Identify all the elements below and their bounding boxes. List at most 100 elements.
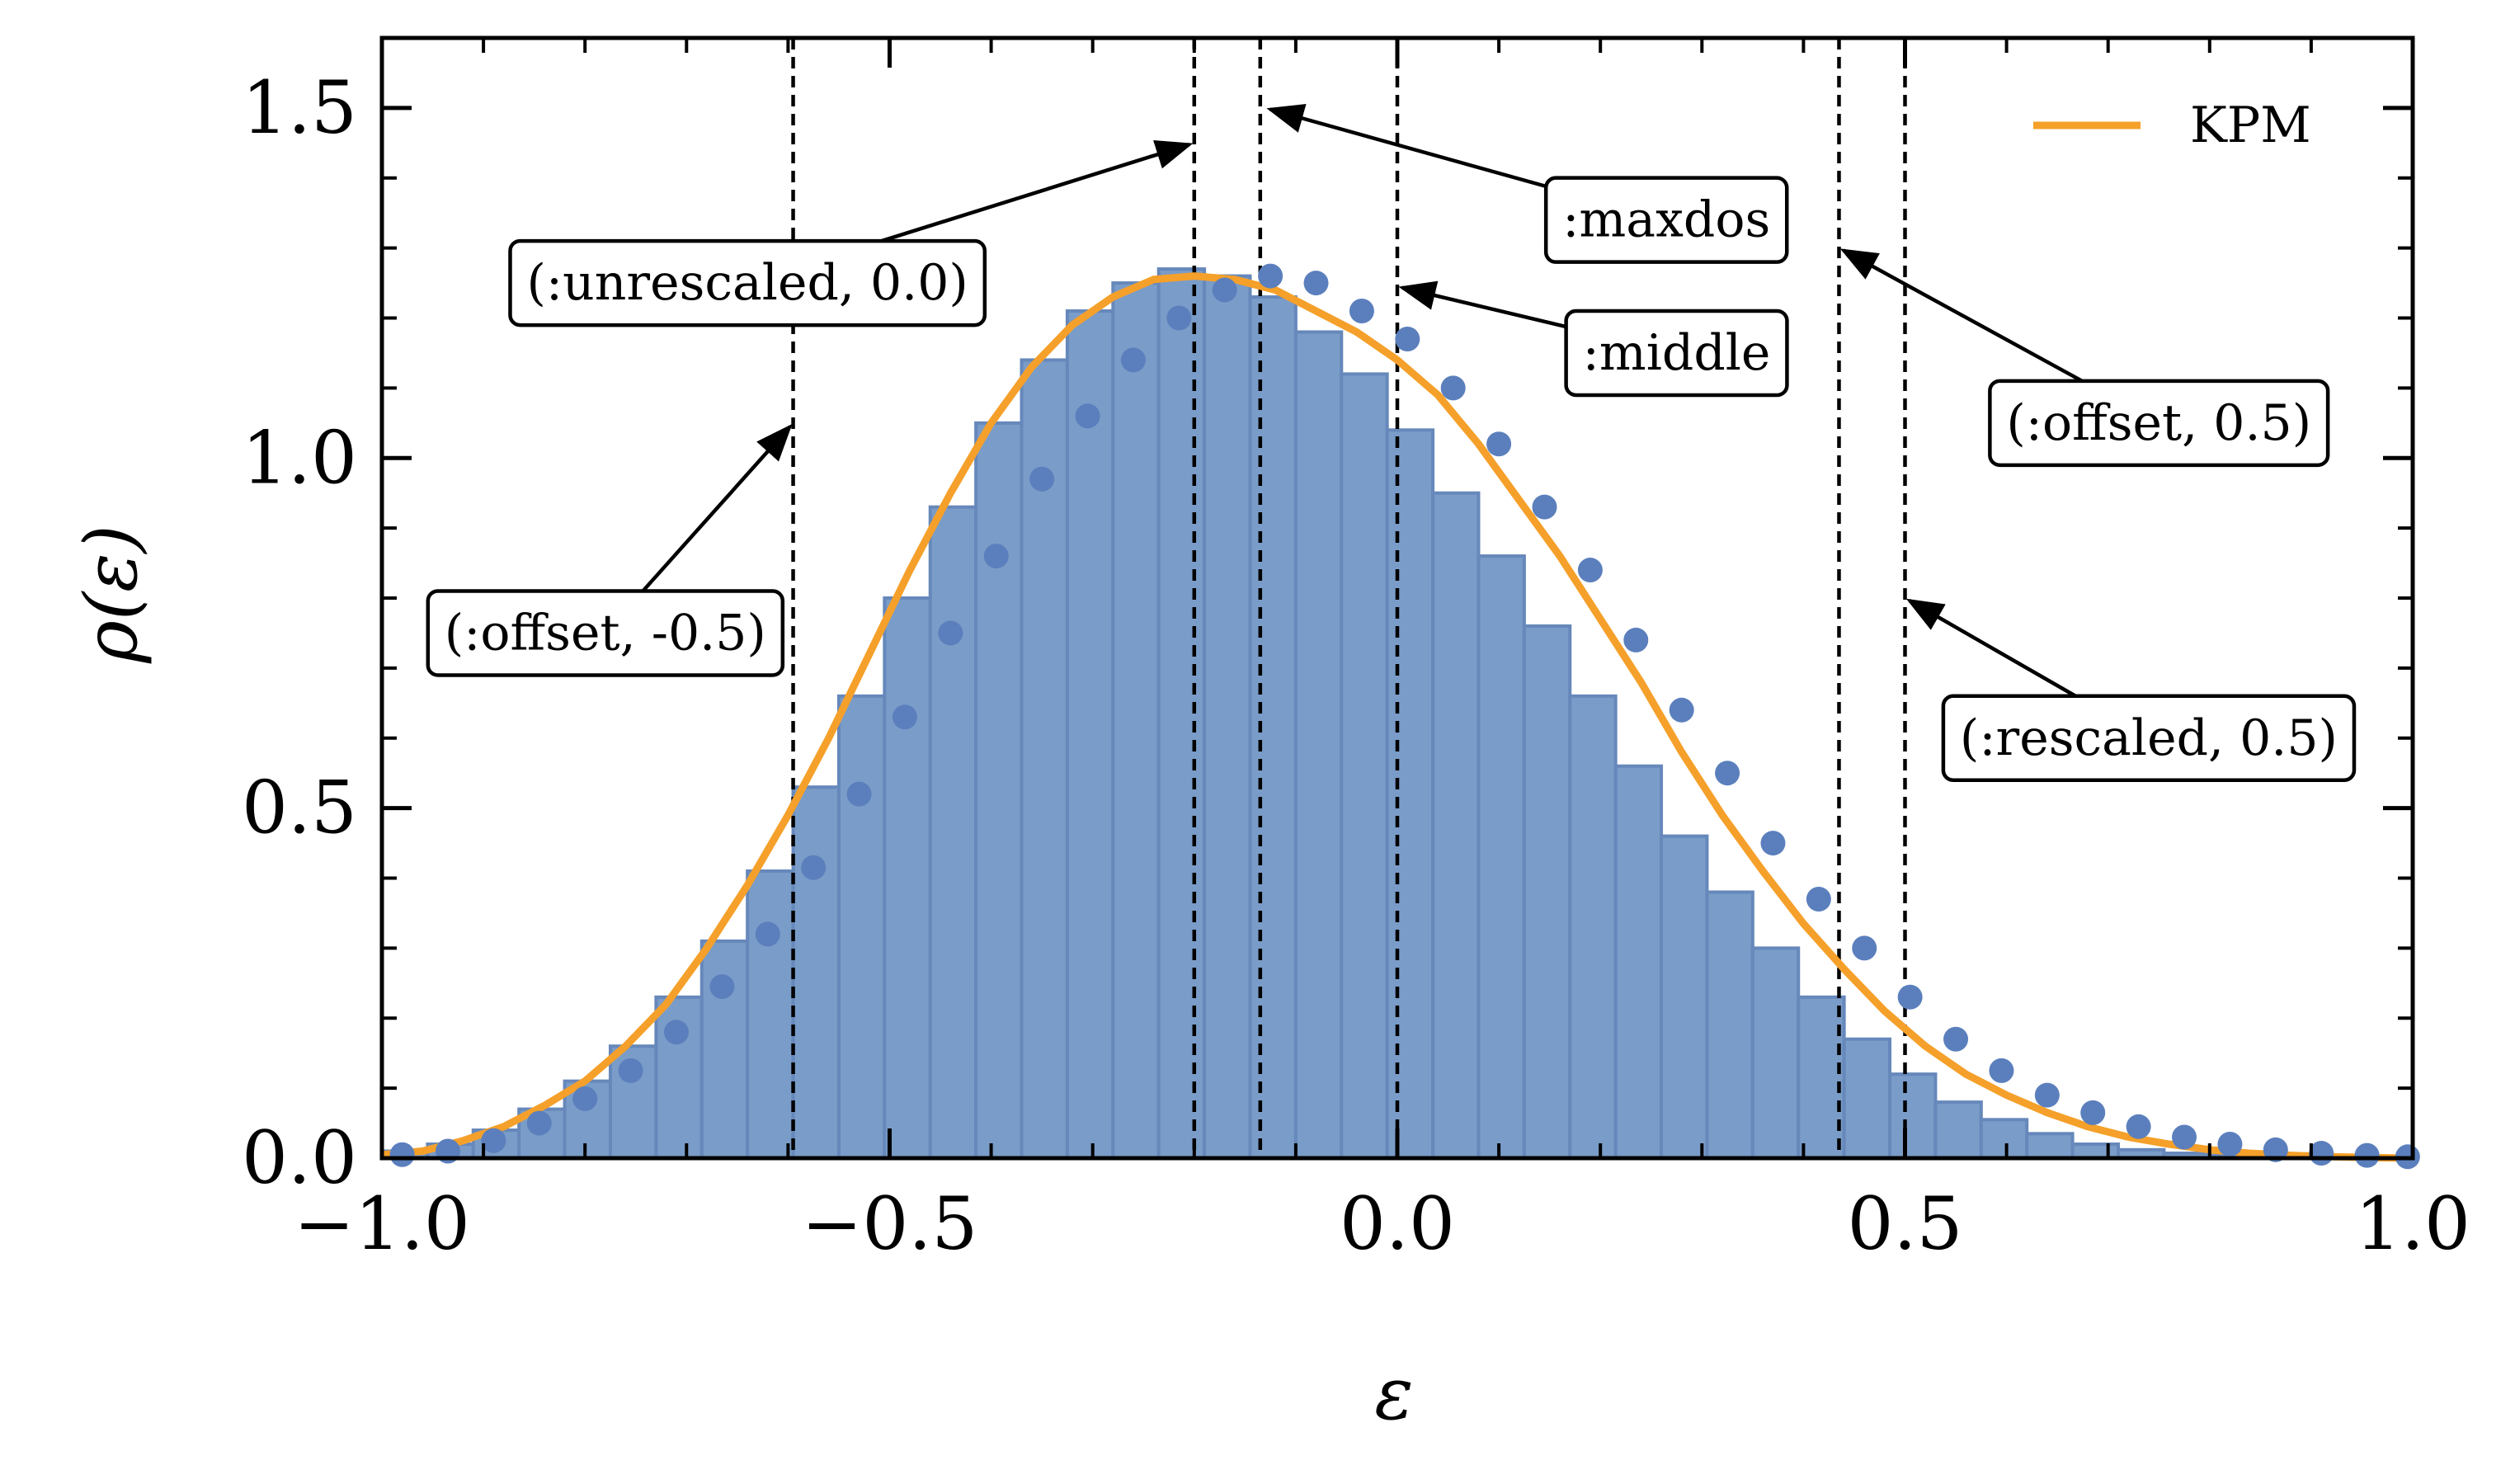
data-point <box>1029 466 1055 492</box>
data-point <box>755 921 780 947</box>
vertical-marker-lines <box>791 38 1907 1158</box>
data-point <box>1897 984 1923 1010</box>
data-point <box>1166 305 1192 331</box>
kpm-series-line <box>381 272 2414 1162</box>
y-axis-label: ρ(ε) <box>68 525 153 664</box>
data-point <box>801 855 827 880</box>
y-tick-label: 1.0 <box>242 415 357 500</box>
data-point <box>389 1142 415 1167</box>
histogram-bar <box>836 694 887 1160</box>
histogram-bar <box>1613 764 1664 1160</box>
annotation: (:unrescaled, 0.0) <box>508 140 1194 327</box>
data-point <box>1577 558 1603 583</box>
histogram-bar <box>1979 1118 2029 1160</box>
data-point <box>1486 431 1512 457</box>
data-point <box>1440 375 1466 401</box>
data-point <box>938 620 963 646</box>
annotation-arrow <box>1398 280 1567 329</box>
histogram-bar <box>1797 995 1846 1160</box>
histogram-bar <box>2025 1132 2075 1160</box>
data-point <box>1395 326 1420 351</box>
histogram-bar <box>1340 372 1389 1160</box>
data-point <box>618 1058 643 1083</box>
annotation: :middle <box>1398 280 1789 398</box>
data-point <box>1943 1026 1969 1052</box>
data-point <box>663 1020 689 1045</box>
y-tick-label: 0.5 <box>242 766 357 850</box>
y-tick-label: 1.5 <box>242 65 357 150</box>
x-tick-label: 0.0 <box>1340 1181 1455 1266</box>
histogram-bar <box>791 785 841 1160</box>
histogram-bar <box>1568 694 1618 1160</box>
histogram-bar <box>1750 946 1801 1160</box>
histogram-bar <box>1203 274 1252 1161</box>
data-point <box>1303 271 1329 296</box>
annotations: (:unrescaled, 0.0) :maxdos :middle (:offset… <box>426 104 2357 782</box>
annotation-label: (:offset, 0.5) <box>2006 394 2311 452</box>
data-point <box>1669 697 1694 723</box>
histogram-bar <box>1660 834 1709 1160</box>
data-point <box>2263 1137 2288 1162</box>
annotation-arrow <box>1839 248 2084 383</box>
histogram-bar <box>1477 554 1526 1160</box>
data-point <box>846 781 872 807</box>
annotation-box <box>426 589 785 677</box>
data-point <box>2034 1082 2060 1108</box>
data-point <box>1806 886 1831 912</box>
data-point <box>983 544 1009 569</box>
legend: KPM <box>2033 97 2311 154</box>
annotation-arrow <box>1905 598 2077 698</box>
data-point <box>1989 1058 2014 1083</box>
histogram-bar <box>1111 281 1161 1160</box>
annotation-box <box>1564 309 1789 398</box>
histogram-bar <box>1705 890 1754 1160</box>
data-point <box>2217 1132 2243 1157</box>
annotation-label: (:offset, -0.5) <box>445 604 766 662</box>
y-tick-label: 0.0 <box>242 1115 357 1200</box>
annotation-box <box>1941 694 2357 782</box>
axes: −1.0 −0.5 0.0 0.5 1.0 0.0 0.5 1.0 1.5 <box>242 35 2470 1266</box>
legend-label: KPM <box>2190 97 2311 154</box>
data-point <box>1258 263 1283 289</box>
data-point <box>1212 277 1237 303</box>
annotation-arrow <box>641 423 793 592</box>
data-point <box>892 704 917 730</box>
annotation-label: (:rescaled, 0.5) <box>1960 709 2338 767</box>
x-tick-label: −1.0 <box>294 1181 470 1266</box>
histogram-bar <box>2070 1142 2121 1161</box>
histogram-bar <box>974 421 1024 1160</box>
annotation-box <box>1543 176 1789 264</box>
annotation-arrow <box>1266 104 1547 189</box>
data-point <box>526 1110 552 1136</box>
data-point <box>1623 627 1649 652</box>
annotation-label: (:unrescaled, 0.0) <box>526 254 968 312</box>
data-point <box>2172 1124 2197 1150</box>
data-point <box>2080 1100 2106 1125</box>
annotation: :maxdos <box>1266 104 1789 264</box>
x-tick-label: 1.0 <box>2355 1181 2470 1266</box>
data-point <box>1532 494 1557 520</box>
histogram-bar <box>1156 267 1207 1160</box>
annotation-box <box>1988 379 2330 468</box>
data-point <box>1120 347 1146 373</box>
data-point <box>1349 299 1374 324</box>
data-point <box>481 1128 506 1153</box>
annotation-box <box>508 238 987 327</box>
histogram-bar <box>746 869 795 1160</box>
data-point <box>2126 1114 2151 1139</box>
annotation: (:offset, -0.5) <box>426 423 793 677</box>
data-point <box>1715 761 1740 786</box>
annotation-arrow <box>881 140 1194 243</box>
data-point <box>2354 1142 2380 1168</box>
data-point <box>709 974 735 1000</box>
histogram-bar <box>1065 309 1115 1161</box>
data-points <box>389 263 2420 1170</box>
histogram-bar <box>699 939 750 1160</box>
histogram-bar <box>1888 1072 1938 1161</box>
histogram-bars <box>380 267 2348 1161</box>
histogram-bar <box>1933 1100 1983 1160</box>
histogram-bar <box>883 596 932 1160</box>
histogram-bar <box>1385 428 1435 1160</box>
data-point <box>1075 403 1100 429</box>
